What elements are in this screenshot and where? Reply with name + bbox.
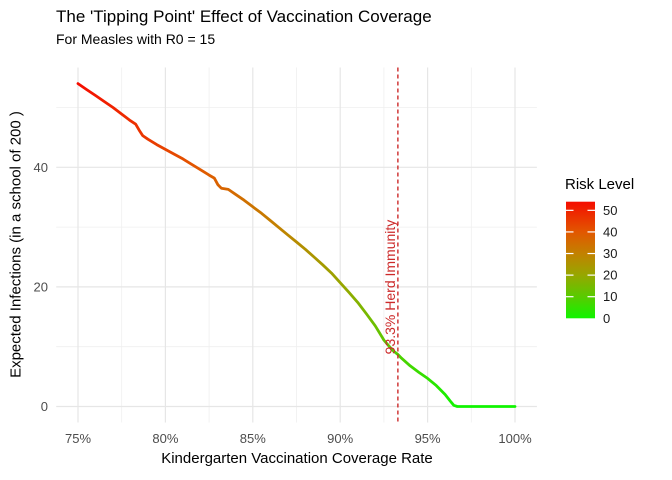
y-tick-label: 20 — [34, 279, 48, 294]
y-axis-tick-labels: 0 20 40 — [34, 160, 48, 414]
legend-tick-label: 30 — [603, 246, 617, 261]
legend-tick-label: 0 — [603, 311, 610, 326]
y-tick-label: 0 — [41, 399, 48, 414]
x-tick-label: 95% — [415, 431, 441, 446]
risk-colorbar — [566, 201, 595, 319]
x-tick-label: 85% — [240, 431, 266, 446]
legend-tick-label: 20 — [603, 268, 617, 283]
infection-curve — [76, 82, 517, 408]
herd-immunity-annotation: 93.3% Herd Immunity — [381, 219, 398, 355]
legend-tick-label: 50 — [603, 203, 617, 218]
x-tick-label: 90% — [327, 431, 353, 446]
x-tick-label: 75% — [65, 431, 91, 446]
y-axis-title: Expected Infections (in a school of 200 … — [7, 111, 25, 378]
y-tick-label: 40 — [34, 160, 48, 175]
gridlines-minor — [56, 67, 537, 423]
legend-tick-label: 40 — [603, 224, 617, 239]
chart-title: The 'Tipping Point' Effect of Vaccinatio… — [56, 7, 432, 26]
x-axis-title: Kindergarten Vaccination Coverage Rate — [161, 450, 433, 467]
x-axis-tick-labels: 75% 80% 85% 90% 95% 100% — [65, 431, 532, 446]
legend-title: Risk Level — [565, 176, 635, 193]
x-tick-label: 100% — [498, 431, 532, 446]
x-tick-label: 80% — [152, 431, 178, 446]
legend-tick-label: 10 — [603, 289, 617, 304]
legend-tick-labels: 50 40 30 20 10 0 — [603, 203, 617, 326]
chart-subtitle: For Measles with R0 = 15 — [56, 31, 216, 47]
